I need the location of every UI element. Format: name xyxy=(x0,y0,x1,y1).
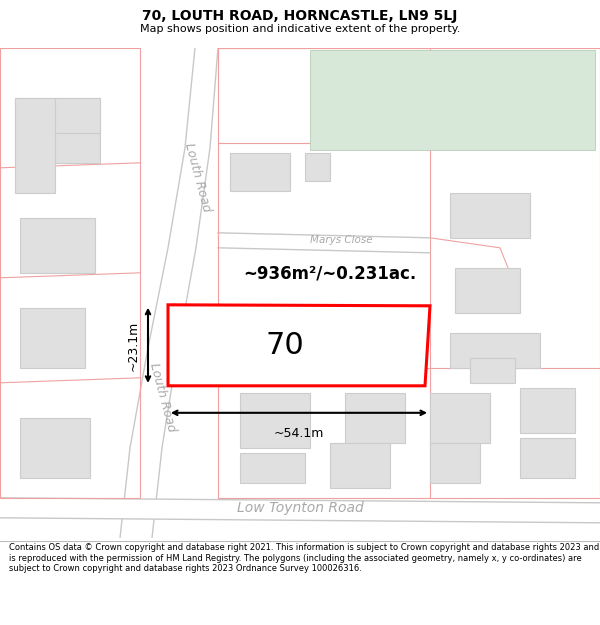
Text: ~54.1m: ~54.1m xyxy=(274,427,324,440)
Bar xyxy=(520,438,575,478)
Polygon shape xyxy=(168,305,430,386)
Polygon shape xyxy=(120,48,218,538)
Text: 70: 70 xyxy=(266,331,304,360)
Bar xyxy=(55,98,100,132)
Bar xyxy=(450,332,540,367)
Bar xyxy=(305,152,330,181)
Bar xyxy=(430,442,480,483)
Bar xyxy=(20,217,95,272)
Bar xyxy=(20,418,90,478)
Bar xyxy=(310,50,595,150)
Bar xyxy=(450,192,530,238)
Bar xyxy=(230,152,290,191)
Bar xyxy=(15,98,100,162)
Text: ~23.1m: ~23.1m xyxy=(127,321,140,371)
Bar xyxy=(430,393,490,442)
Bar xyxy=(20,308,85,368)
Bar xyxy=(240,452,305,482)
Bar xyxy=(470,357,515,382)
Text: Low Toynton Road: Low Toynton Road xyxy=(236,501,364,515)
Text: Map shows position and indicative extent of the property.: Map shows position and indicative extent… xyxy=(140,24,460,34)
Bar xyxy=(455,268,520,312)
Text: Louth Road: Louth Road xyxy=(182,142,214,214)
Bar xyxy=(330,442,390,488)
Text: Louth Road: Louth Road xyxy=(148,362,178,434)
Bar xyxy=(520,388,575,432)
Polygon shape xyxy=(0,498,600,522)
Polygon shape xyxy=(218,232,430,253)
Bar xyxy=(345,393,405,442)
Text: Contains OS data © Crown copyright and database right 2021. This information is : Contains OS data © Crown copyright and d… xyxy=(9,543,599,573)
Bar xyxy=(240,393,310,448)
Text: ~936m²/~0.231ac.: ~936m²/~0.231ac. xyxy=(244,265,416,282)
Text: 70, LOUTH ROAD, HORNCASTLE, LN9 5LJ: 70, LOUTH ROAD, HORNCASTLE, LN9 5LJ xyxy=(142,9,458,23)
Bar xyxy=(15,98,55,192)
Text: Marys Close: Marys Close xyxy=(310,235,373,245)
